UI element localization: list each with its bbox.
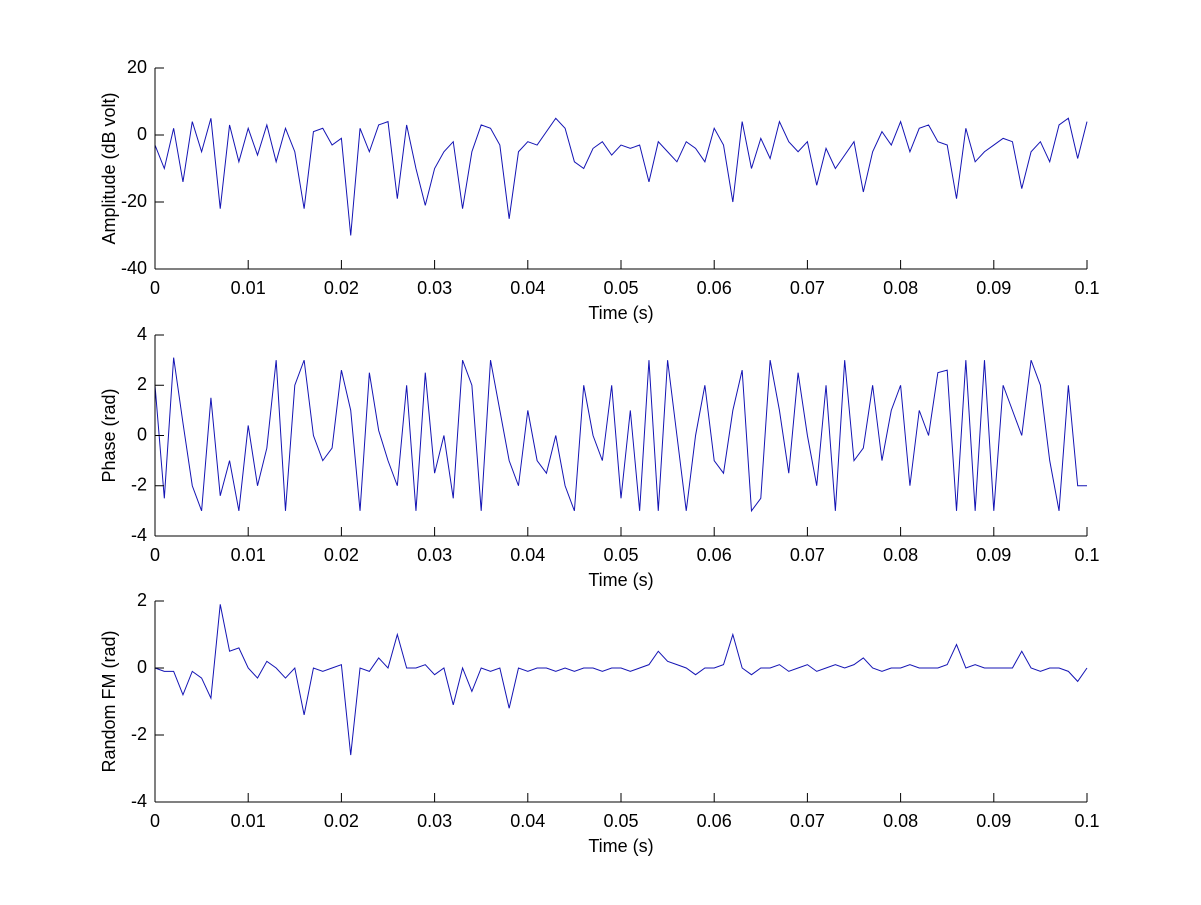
- x-tick-label: 0.04: [510, 545, 545, 565]
- x-tick-label: 0.1: [1074, 278, 1099, 298]
- y-axis-label: Random FM (rad): [99, 630, 119, 772]
- x-tick-label: 0.02: [324, 811, 359, 831]
- x-tick-label: 0.08: [883, 545, 918, 565]
- x-tick-label: 0.04: [510, 278, 545, 298]
- y-tick-label: 0: [137, 424, 147, 444]
- x-tick-label: 0.03: [417, 278, 452, 298]
- y-tick-label: 0: [137, 657, 147, 677]
- x-axis-label: Time (s): [588, 836, 653, 856]
- x-tick-label: 0.07: [790, 278, 825, 298]
- y-tick-label: -2: [131, 724, 147, 744]
- x-tick-label: 0.03: [417, 545, 452, 565]
- x-tick-label: 0.06: [697, 811, 732, 831]
- x-tick-label: 0.09: [976, 811, 1011, 831]
- y-axis-label: Amplitude (dB volt): [99, 92, 119, 244]
- y-tick-label: 4: [137, 324, 147, 344]
- y-tick-label: -40: [121, 258, 147, 278]
- x-tick-label: 0.05: [603, 545, 638, 565]
- x-tick-label: 0.09: [976, 545, 1011, 565]
- x-tick-label: 0.03: [417, 811, 452, 831]
- data-line: [154, 604, 1088, 756]
- x-tick-label: 0.07: [790, 811, 825, 831]
- x-tick-label: 0.09: [976, 278, 1011, 298]
- x-tick-label: 0: [150, 278, 160, 298]
- x-tick-label: 0.01: [231, 811, 266, 831]
- x-tick-label: 0.01: [231, 278, 266, 298]
- x-tick-label: 0.01: [231, 545, 266, 565]
- y-tick-label: -20: [121, 191, 147, 211]
- x-tick-label: 0.04: [510, 811, 545, 831]
- x-tick-label: 0.05: [603, 278, 638, 298]
- x-tick-label: 0.06: [697, 545, 732, 565]
- x-tick-label: 0.06: [697, 278, 732, 298]
- x-tick-label: 0.07: [790, 545, 825, 565]
- x-tick-label: 0: [150, 545, 160, 565]
- y-tick-label: 0: [137, 124, 147, 144]
- data-line: [154, 357, 1087, 513]
- x-tick-label: 0: [150, 811, 160, 831]
- x-tick-label: 0.02: [324, 545, 359, 565]
- x-axis-label: Time (s): [588, 570, 653, 590]
- y-tick-label: 20: [127, 57, 147, 77]
- x-tick-label: 0.08: [883, 278, 918, 298]
- x-tick-label: 0.1: [1074, 545, 1099, 565]
- x-tick-label: 0.02: [324, 278, 359, 298]
- data-line: [154, 117, 1088, 236]
- x-tick-label: 0.08: [883, 811, 918, 831]
- x-tick-label: 0.1: [1074, 811, 1099, 831]
- y-axis-label: Phase (rad): [99, 388, 119, 482]
- x-axis-label: Time (s): [588, 303, 653, 323]
- y-tick-label: -2: [131, 475, 147, 495]
- y-tick-label: -4: [131, 525, 147, 545]
- y-tick-label: -4: [131, 791, 147, 811]
- y-tick-label: 2: [137, 374, 147, 394]
- x-tick-label: 0.05: [603, 811, 638, 831]
- y-tick-label: 2: [137, 590, 147, 610]
